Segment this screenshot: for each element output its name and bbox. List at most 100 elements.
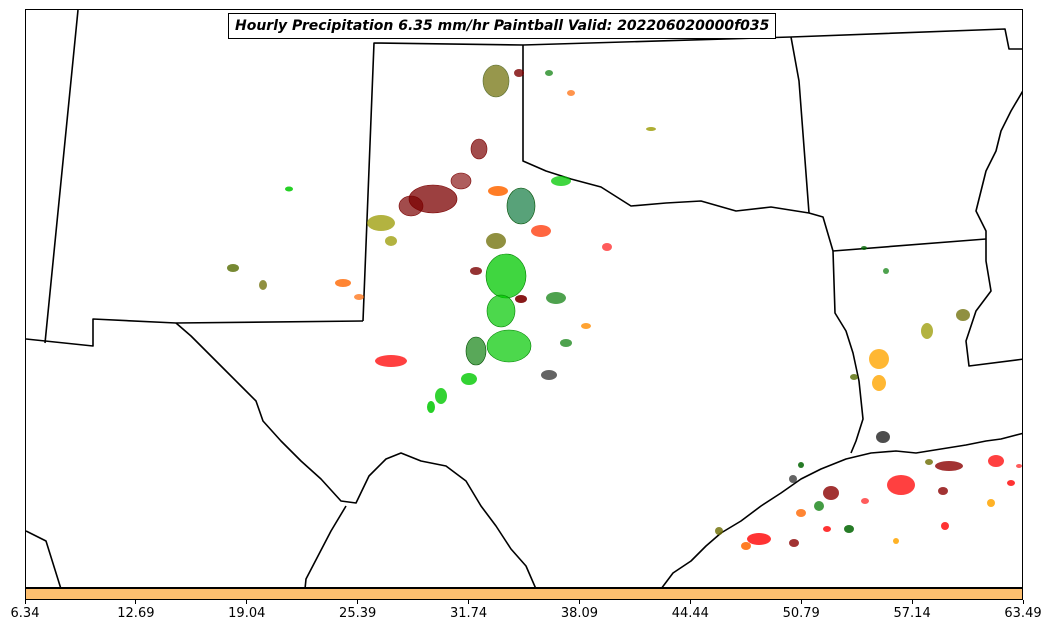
colorbar-tick-label: 25.39 [339, 606, 377, 621]
colorbar-tick-mark [135, 600, 137, 604]
blob [551, 176, 571, 186]
border-nm-tx-south [175, 320, 364, 324]
blob [941, 522, 949, 530]
blob [602, 243, 612, 251]
border-ar-la [832, 238, 987, 252]
blob [486, 329, 532, 363]
blob [747, 533, 771, 545]
blob [486, 233, 506, 249]
blob [531, 225, 551, 237]
precip-paintballs [227, 64, 1022, 550]
colorbar-tick-mark [246, 600, 248, 604]
blob [796, 509, 806, 517]
colorbar-tick-mark [24, 600, 26, 604]
blob [789, 475, 797, 483]
blob [823, 486, 839, 500]
blob [861, 498, 869, 504]
border-mo-ar [790, 28, 1022, 50]
colorbar-tick-mark [911, 600, 913, 604]
colorbar-tick-label: 50.79 [782, 606, 820, 621]
blob [470, 138, 488, 160]
border-nm-az [44, 10, 79, 344]
colorbar-tick-mark [468, 600, 470, 604]
blob [385, 236, 397, 246]
blob [375, 355, 407, 367]
colorbar-tick-mark [800, 600, 802, 604]
blob [546, 292, 566, 304]
blob [515, 295, 527, 303]
blob [470, 267, 482, 275]
map-title: Hourly Precipitation 6.35 mm/hr Paintbal… [228, 13, 777, 39]
mexico-state-line [304, 505, 347, 587]
blob [485, 253, 527, 299]
blob [935, 461, 963, 471]
colorbar-tick-label: 19.04 [228, 606, 266, 621]
blob [354, 294, 364, 300]
colorbar-tick-mark [357, 600, 359, 604]
blob [844, 525, 854, 533]
colorbar-tick-mark [689, 600, 691, 604]
colorbar-tick-mark [578, 600, 580, 604]
colorbar-tick-label: 57.14 [893, 606, 931, 621]
blob [883, 268, 889, 274]
blob [482, 64, 510, 98]
border-nm-tx-east [362, 42, 524, 322]
border-az-mexico [26, 318, 177, 347]
colorbar-tick-mark [1022, 600, 1024, 604]
gulf-coast [661, 432, 1022, 587]
blob [435, 388, 447, 404]
border-ok-tx [522, 45, 810, 214]
border-ok-ar [790, 36, 810, 214]
blob [398, 195, 424, 217]
mississippi-river [965, 90, 1022, 367]
colorbar-tick-label: 12.69 [117, 606, 155, 621]
map-canvas [26, 10, 1022, 587]
blob [872, 375, 886, 391]
colorbar [25, 588, 1023, 600]
blob [850, 374, 858, 380]
blob [367, 215, 395, 231]
colorbar-tick-label: 63.49 [1004, 606, 1042, 621]
blob [488, 186, 508, 196]
blob [921, 323, 933, 339]
blob [427, 401, 435, 413]
blob [925, 459, 933, 465]
blob [227, 264, 239, 272]
blob [646, 127, 656, 131]
blob [987, 499, 995, 507]
blob [876, 431, 890, 443]
blob [486, 294, 516, 328]
blob [450, 172, 472, 190]
blob [285, 186, 293, 192]
blob [798, 462, 804, 468]
blob [861, 246, 867, 250]
blob [465, 336, 487, 366]
blob [259, 280, 267, 290]
blob [560, 339, 572, 347]
blob [506, 187, 536, 225]
blob [893, 538, 899, 544]
rio-grande [175, 322, 537, 587]
blob [545, 70, 553, 76]
border-tx-la [808, 212, 864, 454]
blob [988, 455, 1004, 467]
colorbar-tick-label: 6.34 [10, 606, 40, 621]
blob [567, 90, 575, 96]
blob [814, 501, 824, 511]
blob [789, 539, 799, 547]
blob [514, 69, 524, 77]
blob [1007, 480, 1015, 486]
blob [938, 487, 948, 495]
state-borders [26, 10, 1022, 587]
blob [541, 370, 557, 380]
blob [887, 475, 915, 495]
colorbar-tick-label: 31.74 [449, 606, 488, 621]
blob [741, 542, 751, 550]
blob [581, 323, 591, 329]
blob [823, 526, 831, 532]
blob [956, 309, 970, 321]
map-panel [25, 9, 1023, 588]
blob [1016, 464, 1022, 468]
blob [461, 373, 477, 385]
blob [715, 527, 723, 535]
